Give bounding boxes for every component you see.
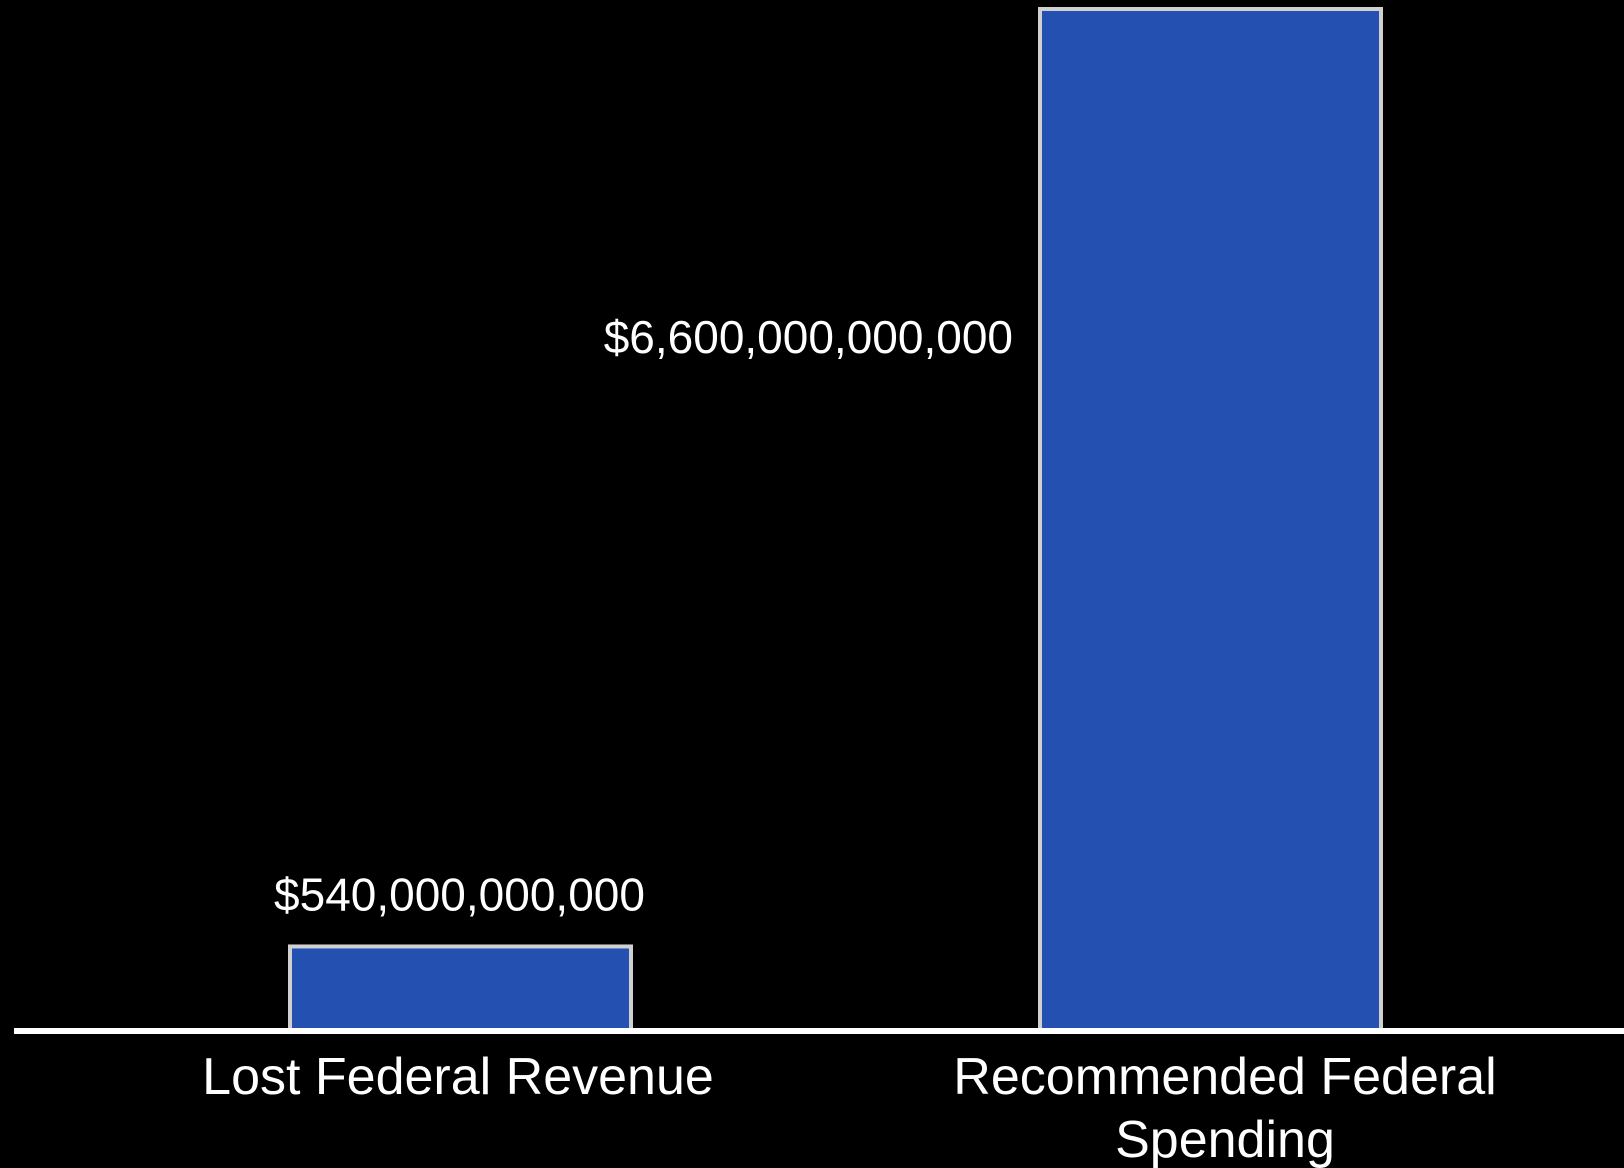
x-tick-label-2-line-2: Spending bbox=[1115, 1111, 1335, 1168]
bars-layer bbox=[288, 7, 1383, 1032]
bar-value-label-1: $540,000,000,000 bbox=[274, 868, 645, 920]
x-tick-label-1: Lost Federal Revenue bbox=[202, 1048, 714, 1106]
bar-2 bbox=[1038, 7, 1383, 1032]
bar-value-label-2: $6,600,000,000,000 bbox=[604, 311, 1013, 363]
labels-layer: $540,000,000,000 Lost Federal Revenue $6,6… bbox=[202, 311, 1497, 1168]
x-tick-label-2-line-1: Recommended Federal bbox=[953, 1048, 1496, 1106]
bar-1 bbox=[288, 944, 633, 1032]
